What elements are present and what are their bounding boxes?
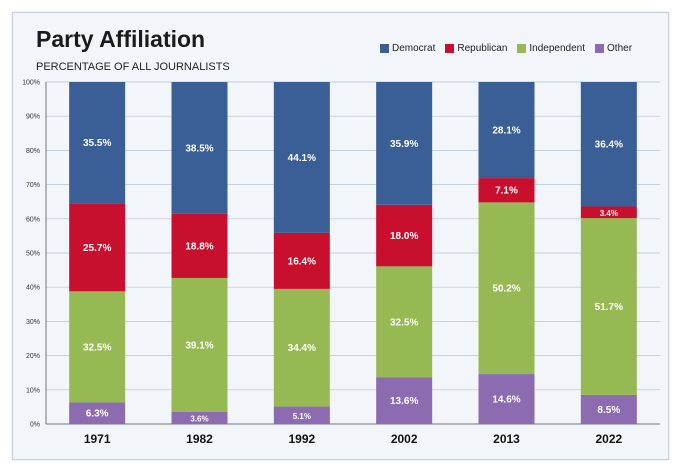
bar-segment-republican: [273, 232, 330, 289]
bar-segment-independent: [69, 291, 126, 403]
y-tick-label: 60%: [26, 216, 40, 223]
legend-swatch-republican: [445, 44, 455, 53]
bar-segment-other: [376, 377, 433, 424]
data-label: 6.3%: [86, 409, 109, 420]
data-label: 5.1%: [293, 412, 311, 421]
bar-segment-democrat: [273, 82, 330, 233]
bar-segment-other: [69, 402, 126, 424]
bar-segment-republican: [171, 213, 228, 278]
legend-item-republican: Republican: [445, 43, 507, 54]
data-label: 38.5%: [185, 143, 213, 154]
data-label: 35.5%: [83, 138, 111, 149]
data-label: 28.1%: [492, 126, 520, 137]
data-label: 50.2%: [492, 284, 520, 295]
data-label: 18.8%: [185, 241, 213, 252]
legend: Democrat Republican Independent Other: [380, 43, 632, 54]
data-label: 8.5%: [597, 405, 620, 416]
data-label: 36.4%: [595, 140, 623, 151]
y-tick-label: 100%: [22, 80, 40, 87]
data-label: 3.6%: [190, 414, 208, 423]
legend-item-democrat: Democrat: [380, 43, 435, 54]
data-label: 16.4%: [288, 256, 316, 267]
bar-segment-republican: [580, 206, 637, 219]
bar-segment-democrat: [171, 82, 228, 214]
legend-item-other: Other: [595, 43, 632, 54]
y-tick-label: 70%: [26, 182, 40, 189]
bar-segment-other: [273, 406, 330, 424]
bar-segment-independent: [478, 202, 535, 375]
x-tick-label: 1992: [288, 432, 315, 446]
x-tick-label: 1982: [186, 432, 213, 446]
legend-label-democrat: Democrat: [392, 43, 436, 54]
x-tick-label: 2013: [493, 432, 520, 446]
chart-subtitle: PERCENTAGE OF ALL JOURNALISTS: [36, 61, 230, 73]
data-label: 35.9%: [390, 139, 418, 150]
y-tick-label: 20%: [26, 353, 40, 360]
data-label: 13.6%: [390, 396, 418, 407]
x-tick-label: 2002: [391, 432, 418, 446]
data-label: 14.6%: [492, 395, 520, 406]
bar-segment-republican: [69, 203, 126, 292]
bar-segment-independent: [580, 218, 637, 395]
x-tick-label: 2022: [595, 432, 622, 446]
legend-label-republican: Republican: [457, 43, 508, 54]
y-tick-label: 30%: [26, 319, 40, 326]
y-tick-label: 80%: [26, 148, 40, 155]
data-label: 18.0%: [390, 231, 418, 242]
legend-label-independent: Independent: [529, 43, 586, 54]
bar-segment-republican: [376, 204, 433, 267]
bar-segment-democrat: [580, 82, 637, 207]
bar-segment-independent: [171, 277, 228, 412]
bar-segment-other: [478, 374, 535, 424]
data-label: 44.1%: [288, 153, 316, 164]
y-tick-label: 90%: [26, 114, 40, 121]
bar-segment-independent: [376, 266, 433, 378]
legend-swatch-other: [595, 44, 605, 53]
bar-segment-other: [171, 411, 228, 424]
y-tick-label: 50%: [26, 251, 40, 258]
bar-segment-other: [580, 394, 637, 424]
legend-swatch-independent: [517, 44, 527, 53]
legend-label-other: Other: [607, 43, 633, 54]
legend-item-independent: Independent: [517, 43, 585, 54]
bar-segment-democrat: [478, 82, 535, 179]
bar-segment-democrat: [376, 82, 433, 205]
data-label: 25.7%: [83, 243, 111, 254]
bar-segment-republican: [478, 178, 535, 203]
data-label: 39.1%: [185, 340, 213, 351]
y-tick-label: 10%: [26, 387, 40, 394]
data-label: 51.7%: [595, 302, 623, 313]
legend-swatch-democrat: [380, 44, 389, 53]
y-tick-label: 0%: [30, 422, 40, 429]
y-tick-label: 40%: [26, 285, 40, 292]
chart-title: Party Affiliation: [36, 26, 206, 52]
bar-segment-independent: [273, 288, 330, 407]
data-label: 32.5%: [390, 317, 418, 328]
x-tick-label: 1971: [84, 432, 111, 446]
bar-segment-democrat: [69, 82, 126, 204]
data-label: 7.1%: [495, 186, 518, 197]
data-label: 34.4%: [288, 343, 316, 354]
data-label: 3.4%: [600, 209, 618, 218]
data-label: 32.5%: [83, 342, 111, 353]
